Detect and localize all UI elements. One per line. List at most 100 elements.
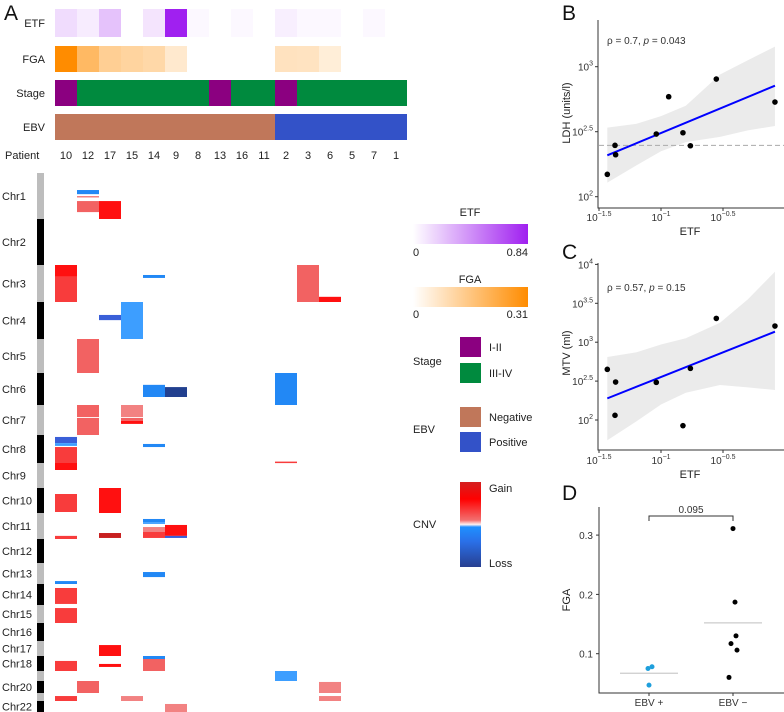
- cnv-segment: [143, 659, 165, 671]
- cnv-segment: [165, 703, 187, 712]
- y-tick-label: 102: [578, 191, 593, 204]
- ebv-cell-patient-11: [253, 114, 275, 140]
- cnv-segment: [297, 265, 319, 302]
- y-tick-label-base: 10: [572, 128, 584, 139]
- legend-fga-title: FGA: [459, 274, 482, 286]
- stage-cell-patient-2: [275, 80, 297, 106]
- row-label-stage: Stage: [16, 88, 45, 100]
- cnv-segment: [275, 671, 297, 681]
- cnv-segment: [121, 696, 143, 701]
- etf-cell-patient-2: [275, 9, 297, 37]
- ebv-cell-patient-15: [121, 114, 143, 140]
- stage-cell-patient-3: [297, 80, 319, 106]
- cnv-segment: [55, 447, 77, 463]
- y-tick-label: 103: [578, 336, 593, 349]
- regression-line: [606, 84, 776, 157]
- etf-cell-patient-10: [55, 9, 77, 37]
- chromosome-band-chr13: [37, 563, 44, 584]
- stage-cell-patient-11: [253, 80, 275, 106]
- chromosome-band-chr16: [37, 623, 44, 641]
- y-tick-label: 102: [578, 414, 593, 427]
- cnv-segment: [99, 201, 121, 219]
- legend-ebv-item: Positive: [489, 437, 528, 449]
- chromosome-label: Chr5: [2, 351, 26, 363]
- data-point: [612, 379, 619, 385]
- y-tick-label-exponent: 2.5: [583, 126, 593, 133]
- etf-cell-patient-14: [143, 9, 165, 37]
- chromosome-label: Chr10: [2, 496, 32, 508]
- legend-ebv-swatch: [460, 432, 481, 452]
- patient-label: 9: [173, 150, 179, 162]
- row-label-ebv: EBV: [23, 122, 46, 134]
- chromosome-label: Chr16: [2, 627, 32, 639]
- y-tick-label: 102.5: [572, 126, 593, 139]
- cnv-segment: [55, 696, 77, 701]
- chromosome-band-chr8: [37, 435, 44, 463]
- cnv-segment: [55, 660, 77, 671]
- y-tick-label-exponent: 2.5: [583, 375, 593, 382]
- data-point: [734, 647, 740, 653]
- y-tick-label: 104: [578, 258, 593, 271]
- patient-label: 13: [214, 150, 226, 162]
- y-tick-label: 0.3: [579, 531, 593, 542]
- data-point: [612, 151, 619, 158]
- chromosome-label: Chr18: [2, 659, 32, 671]
- chromosome-band-chr11: [37, 513, 44, 539]
- chromosome-band-chr18: [37, 656, 44, 671]
- legend-stage-swatch: [460, 337, 481, 357]
- x-tick-label: 10−0.5: [711, 211, 736, 224]
- data-point: [726, 674, 732, 680]
- etf-cell-patient-9: [165, 9, 187, 37]
- legend-ebv-item: Negative: [489, 412, 532, 424]
- x-tick-label: 10−0.5: [711, 454, 736, 467]
- legend-etf-title: ETF: [460, 207, 481, 219]
- fga-cell-patient-3: [297, 46, 319, 72]
- cnv-segment: [99, 488, 121, 513]
- patient-label: 2: [283, 150, 289, 162]
- y-tick-label-base: 10: [578, 338, 590, 349]
- etf-cell-patient-17: [99, 9, 121, 37]
- x-tick-label-exponent: −1.5: [598, 211, 612, 218]
- axes: [598, 507, 784, 694]
- stage-cell-patient-13: [209, 80, 231, 106]
- patient-label: 10: [60, 150, 72, 162]
- stage-cell-patient-17: [99, 80, 121, 106]
- y-tick-label-base: 10: [578, 193, 590, 204]
- patient-label: 6: [327, 150, 333, 162]
- legend-cnv-gain: Gain: [489, 483, 512, 495]
- y-tick-label: 102.5: [572, 375, 593, 388]
- panel-letter-d: D: [562, 482, 577, 505]
- x-tick-label-base: 10: [651, 456, 663, 467]
- ebv-cell-patient-17: [99, 114, 121, 140]
- chromosome-band-chr22: [37, 701, 44, 712]
- data-point: [687, 365, 694, 372]
- x-tick-label: 10−1: [651, 211, 670, 224]
- cnv-segment: [121, 302, 143, 339]
- chromosome-band-chr19: [37, 671, 44, 681]
- panel-a-legend: ETF 0 0.84 FGA 0 0.31 Stage I-II III-IV EBV Negati…: [413, 207, 532, 570]
- cnv-segment: [143, 518, 165, 523]
- y-tick-label-exponent: 3: [589, 61, 593, 68]
- cnv-segment: [99, 645, 121, 656]
- etf-cell-patient-16: [231, 9, 253, 37]
- data-point: [728, 641, 734, 647]
- cnv-segment: [99, 663, 121, 667]
- etf-cell-patient-7: [363, 9, 385, 37]
- legend-ebv-title: EBV: [413, 424, 436, 436]
- cnv-segment: [77, 196, 99, 198]
- chromosome-label: Chr22: [2, 702, 32, 712]
- fga-cell-patient-2: [275, 46, 297, 72]
- data-point: [612, 142, 618, 149]
- stage-cell-patient-6: [319, 80, 341, 106]
- cnv-segment: [77, 201, 99, 213]
- data-point: [665, 93, 672, 100]
- legend-stage-swatch: [460, 363, 481, 383]
- cnv-segment: [55, 443, 77, 446]
- data-point: [713, 76, 720, 82]
- cnv-segment: [143, 522, 165, 524]
- ebv-cell-patient-3: [297, 114, 319, 140]
- legend-stage-item: III-IV: [489, 368, 513, 380]
- panel-letter-a: A: [4, 2, 18, 25]
- y-tick-label-exponent: 2: [589, 414, 593, 421]
- row-label-patient: Patient: [5, 150, 39, 162]
